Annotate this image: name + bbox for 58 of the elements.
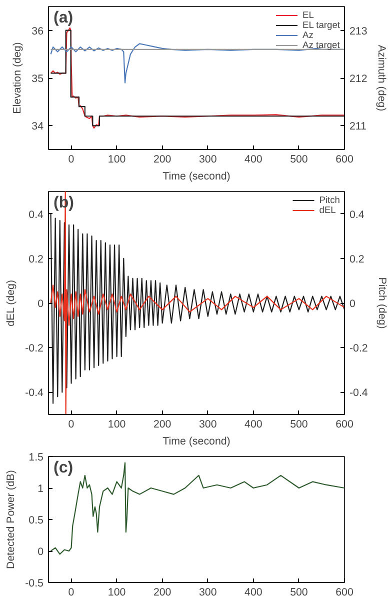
- y-axis-title: Elevation (deg): [12, 42, 24, 114]
- y2-tick-label: 213: [350, 25, 368, 38]
- y-tick-label: 0.2: [28, 253, 44, 266]
- y-tick-label: 0.4: [28, 208, 44, 221]
- line-series: [50, 462, 344, 555]
- y-axis-title: Detected Power (dB): [5, 470, 18, 569]
- y-tick-label: 0: [38, 546, 44, 558]
- legend-label: EL: [302, 10, 315, 20]
- x-tick-label: 100: [108, 418, 126, 430]
- x-tick-label: 200: [153, 418, 172, 430]
- y-tick-label: -0.4: [25, 387, 44, 400]
- y-tick-label: 0.5: [28, 514, 44, 526]
- y-tick-label: 1: [38, 483, 44, 495]
- y2-tick-label: -0.4: [350, 387, 368, 400]
- y-tick-label: 1.5: [28, 452, 44, 464]
- x-tick-label: 300: [198, 586, 217, 598]
- y-tick-label: 35: [32, 73, 44, 85]
- y2-tick-label: 212: [350, 73, 368, 85]
- x-tick-label: 400: [244, 154, 262, 166]
- x-tick-label: 500: [290, 154, 308, 166]
- x-tick-label: 200: [153, 586, 172, 598]
- y-tick-label: 0: [38, 298, 44, 310]
- legend-label: Pitch: [319, 195, 340, 205]
- y-tick-label: -0.5: [25, 578, 44, 590]
- legend-label: dEL: [319, 205, 337, 215]
- y2-tick-label: 0: [350, 298, 356, 310]
- y2-axis-title: Azimuth (deg): [375, 44, 388, 112]
- x-tick-label: 500: [290, 418, 308, 430]
- x-tick-label: 600: [336, 418, 354, 430]
- y-tick-label: 36: [32, 25, 44, 38]
- y2-tick-label: -0.2: [350, 342, 368, 355]
- y2-tick-label: 0.2: [350, 253, 364, 266]
- x-tick-label: 0: [68, 586, 74, 598]
- y2-tick-label: 0.4: [350, 208, 364, 221]
- x-tick-label: 300: [198, 154, 217, 166]
- x-tick-label: 400: [244, 418, 262, 430]
- x-tick-label: 600: [336, 154, 354, 166]
- y2-axis-title: Pitch (deg): [376, 277, 388, 329]
- x-tick-label: 100: [108, 586, 126, 598]
- y-tick-label: 34: [32, 120, 44, 133]
- x-tick-label: 400: [244, 586, 262, 598]
- x-tick-label: 0: [68, 154, 74, 166]
- legend-label: Az: [302, 30, 314, 40]
- legend-label: Az target: [302, 40, 340, 50]
- y-axis-title: dEL (deg): [5, 280, 18, 326]
- x-tick-label: 500: [290, 586, 308, 598]
- x-tick-label: 200: [153, 154, 172, 166]
- x-tick-label: 100: [108, 154, 126, 166]
- annotation: (c): [54, 460, 74, 476]
- annotation: (a): [54, 10, 74, 26]
- x-tick-label: 0: [68, 418, 74, 430]
- y2-tick-label: 211: [350, 120, 367, 133]
- x-tick-label: 300: [198, 418, 217, 430]
- x-axis-title: Time (second): [162, 170, 230, 182]
- y-tick-label: -0.2: [25, 342, 44, 355]
- legend-label: EL target: [302, 20, 340, 30]
- x-tick-label: 600: [336, 586, 354, 598]
- x-axis-title: Time (second): [162, 436, 230, 448]
